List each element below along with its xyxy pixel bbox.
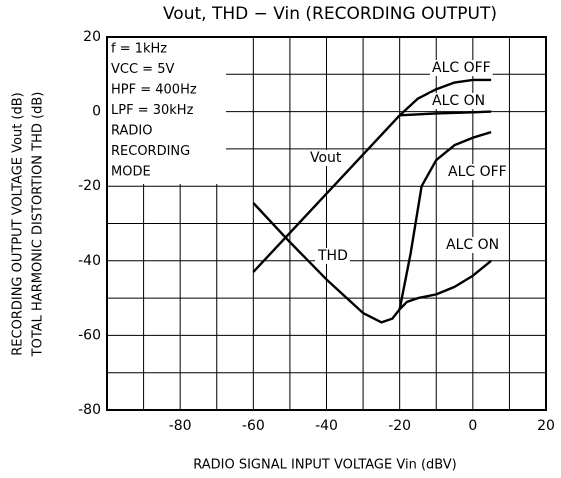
y-tick-label: 0 xyxy=(92,104,101,120)
y-axis-label: TOTAL HARMONIC DISTORTION THD (dB) xyxy=(31,92,46,358)
y-tick-label: -40 xyxy=(78,253,101,269)
condition-text: MODE xyxy=(111,165,151,180)
annotation-bg xyxy=(308,150,344,166)
condition-text: HPF = 400Hz xyxy=(111,83,197,98)
annotation: Vout xyxy=(310,150,342,166)
condition-text: RADIO xyxy=(111,124,152,139)
x-tick-label: 0 xyxy=(468,418,477,434)
condition-text: RECORDING xyxy=(111,144,190,159)
annotation: ALC OFF xyxy=(448,164,507,180)
chart-title: Vout, THD − Vin (RECORDING OUTPUT) xyxy=(163,4,497,24)
annotation: ALC OFF xyxy=(432,60,491,76)
x-axis-label: RADIO SIGNAL INPUT VOLTAGE Vin (dBV) xyxy=(193,458,457,473)
x-tick-label: -80 xyxy=(169,418,192,434)
line-series xyxy=(398,259,492,311)
y-tick-label: -80 xyxy=(78,402,101,418)
annotation-bg xyxy=(430,60,493,76)
annotation-bg xyxy=(315,248,350,264)
y-tick-label: 20 xyxy=(83,29,101,45)
annotation-bg xyxy=(446,164,509,180)
annotation: THD xyxy=(317,248,348,264)
condition-text: VCC = 5V xyxy=(111,62,174,77)
condition-text: f = 1kHz xyxy=(111,42,167,57)
annotation: ALC ON xyxy=(432,93,485,109)
x-tick-label: -40 xyxy=(315,418,338,434)
y-axis-label: RECORDING OUTPUT VOLTAGE Vout (dB) xyxy=(11,92,26,355)
plot-frame xyxy=(106,36,547,411)
annotation-bg xyxy=(430,93,488,109)
y-tick-label: -20 xyxy=(78,178,101,194)
x-tick-label: 20 xyxy=(537,418,555,434)
condition-text: LPF = 30kHz xyxy=(111,103,194,118)
annotation-bg xyxy=(444,237,502,253)
x-tick-label: -20 xyxy=(388,418,411,434)
y-tick-label: -60 xyxy=(78,327,101,343)
annotation: ALC ON xyxy=(446,237,499,253)
line-series xyxy=(252,130,492,324)
line-series xyxy=(399,110,492,117)
x-tick-label: -60 xyxy=(242,418,265,434)
conditions-box xyxy=(108,38,226,184)
